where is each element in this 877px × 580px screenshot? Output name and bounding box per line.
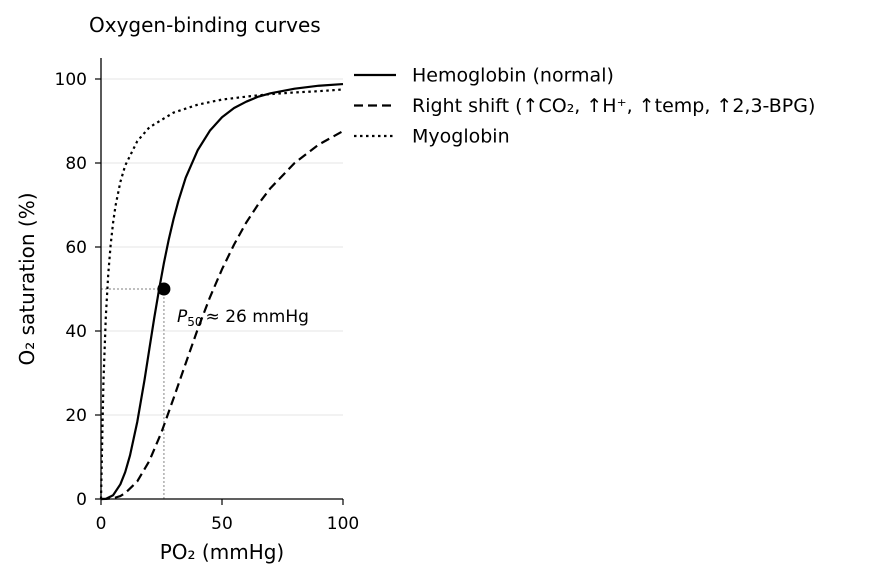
y-ticks: 0 20 40 60 80 100	[55, 70, 101, 510]
y-tick-label-100: 100	[55, 70, 87, 90]
x-ticks: 0 50 100	[96, 499, 359, 534]
y-tick-label-40: 40	[65, 322, 87, 342]
p50-point	[157, 282, 171, 296]
axes	[100, 58, 343, 500]
p50-label-p: P	[177, 307, 188, 327]
legend: Hemoglobin (normal) Right shift (↑CO₂, ↑H…	[354, 65, 815, 148]
x-axis-label: PO₂ (mmHg)	[160, 540, 284, 564]
chart-title: Oxygen-binding curves	[89, 13, 321, 37]
p50-label-sub: 50	[187, 315, 202, 329]
y-gridlines	[101, 78, 343, 416]
legend-label-0: Hemoglobin (normal)	[412, 65, 614, 87]
y-tick-label-20: 20	[65, 406, 87, 426]
legend-label-2: Myoglobin	[412, 126, 510, 148]
p50-annotation: P50 ≈ 26 mmHg	[177, 307, 309, 329]
series-line-2	[99, 88, 344, 500]
x-tick-label-50: 50	[211, 514, 233, 534]
series-line-1	[100, 130, 344, 501]
x-tick-label-0: 0	[96, 514, 107, 534]
y-axis-label: O₂ saturation (%)	[15, 192, 39, 365]
p50-label-value: ≈ 26 mmHg	[206, 307, 309, 327]
series-line-0	[100, 82, 344, 501]
p50-guides	[101, 288, 165, 499]
legend-label-1: Right shift (↑CO₂, ↑H⁺, ↑temp, ↑2,3-BPG)	[412, 95, 815, 117]
svg-text:P50≈ 26 mmHg: P50 ≈ 26 mmHg	[177, 307, 309, 329]
x-tick-label-100: 100	[327, 514, 359, 534]
y-tick-label-0: 0	[76, 490, 87, 510]
y-tick-label-60: 60	[65, 238, 87, 258]
series-lines	[99, 82, 344, 501]
y-tick-label-80: 80	[65, 154, 87, 174]
